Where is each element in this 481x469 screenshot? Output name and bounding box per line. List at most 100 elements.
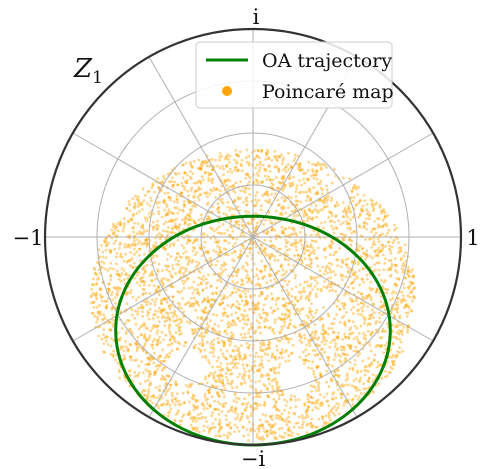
poincare-point xyxy=(173,397,177,401)
poincare-point xyxy=(353,273,356,277)
poincare-point xyxy=(218,198,221,202)
poincare-point xyxy=(305,213,308,217)
poincare-point xyxy=(237,352,241,356)
poincare-point xyxy=(346,215,349,219)
poincare-point xyxy=(363,365,367,369)
poincare-point xyxy=(138,232,142,236)
poincare-point xyxy=(222,307,226,311)
poincare-point xyxy=(91,283,94,286)
poincare-point xyxy=(315,178,319,181)
poincare-point xyxy=(392,290,395,293)
poincare-point xyxy=(285,337,288,341)
poincare-point xyxy=(409,270,412,274)
poincare-point xyxy=(229,426,233,430)
poincare-point xyxy=(223,232,227,235)
poincare-point xyxy=(173,225,177,228)
poincare-point xyxy=(233,242,237,245)
poincare-point xyxy=(124,332,128,336)
poincare-point xyxy=(259,362,263,365)
poincare-point xyxy=(148,369,152,373)
poincare-point xyxy=(310,211,314,215)
poincare-point xyxy=(246,300,250,304)
poincare-point xyxy=(269,178,273,182)
poincare-point xyxy=(316,365,320,369)
poincare-point xyxy=(184,341,187,344)
poincare-point xyxy=(268,219,272,222)
poincare-point xyxy=(141,323,145,327)
poincare-point xyxy=(221,378,225,382)
poincare-point xyxy=(246,345,250,349)
poincare-point xyxy=(180,191,184,195)
poincare-point xyxy=(146,327,149,331)
poincare-point xyxy=(348,210,351,214)
poincare-point xyxy=(119,241,122,245)
poincare-point xyxy=(122,226,126,230)
poincare-point xyxy=(214,417,217,421)
poincare-point xyxy=(294,273,297,277)
poincare-point xyxy=(335,402,339,405)
poincare-point xyxy=(230,251,234,255)
poincare-point xyxy=(271,226,274,230)
poincare-point xyxy=(106,335,109,339)
poincare-point xyxy=(239,189,243,193)
poincare-point xyxy=(369,296,373,299)
poincare-point xyxy=(385,224,389,228)
poincare-point xyxy=(346,377,350,381)
poincare-point xyxy=(287,151,290,155)
poincare-point xyxy=(312,248,316,252)
poincare-point xyxy=(363,318,367,322)
poincare-point xyxy=(296,257,300,261)
poincare-point xyxy=(226,170,230,174)
poincare-point xyxy=(330,240,333,244)
poincare-point xyxy=(365,203,369,206)
poincare-point xyxy=(150,278,154,282)
poincare-point xyxy=(277,316,281,320)
poincare-point xyxy=(332,270,335,274)
poincare-point xyxy=(343,207,347,210)
poincare-point xyxy=(347,319,351,322)
poincare-point xyxy=(358,352,362,355)
poincare-point xyxy=(135,197,139,201)
poincare-point xyxy=(189,416,193,420)
poincare-point xyxy=(207,179,211,183)
poincare-point xyxy=(107,287,111,291)
poincare-point xyxy=(394,335,398,339)
poincare-point xyxy=(294,190,298,194)
poincare-point xyxy=(235,160,239,164)
poincare-point xyxy=(243,397,247,400)
poincare-point xyxy=(154,241,158,245)
poincare-point xyxy=(149,248,153,252)
poincare-point xyxy=(211,168,214,172)
poincare-point xyxy=(393,307,397,311)
poincare-point xyxy=(218,365,222,369)
poincare-point xyxy=(386,268,390,272)
poincare-point xyxy=(143,280,146,284)
poincare-point xyxy=(165,213,169,217)
poincare-point xyxy=(353,278,356,281)
poincare-point xyxy=(333,355,337,358)
poincare-point xyxy=(191,417,194,421)
poincare-point xyxy=(280,225,284,229)
poincare-point xyxy=(216,231,220,235)
poincare-point xyxy=(310,233,313,237)
poincare-point xyxy=(125,302,129,306)
poincare-point xyxy=(397,246,401,250)
poincare-point xyxy=(140,333,143,337)
poincare-point xyxy=(153,323,157,327)
poincare-point xyxy=(395,270,399,274)
poincare-point xyxy=(306,217,310,220)
poincare-point xyxy=(360,306,364,310)
poincare-point xyxy=(177,225,180,229)
poincare-point xyxy=(192,346,196,349)
poincare-point xyxy=(101,255,105,259)
poincare-point xyxy=(218,394,221,398)
poincare-point xyxy=(355,203,359,207)
poincare-point xyxy=(231,361,235,365)
poincare-point xyxy=(173,403,177,407)
poincare-point xyxy=(241,336,245,340)
poincare-point xyxy=(225,418,228,422)
poincare-point xyxy=(310,250,314,254)
poincare-point xyxy=(137,198,140,202)
poincare-point xyxy=(250,325,253,329)
poincare-point xyxy=(322,335,325,339)
